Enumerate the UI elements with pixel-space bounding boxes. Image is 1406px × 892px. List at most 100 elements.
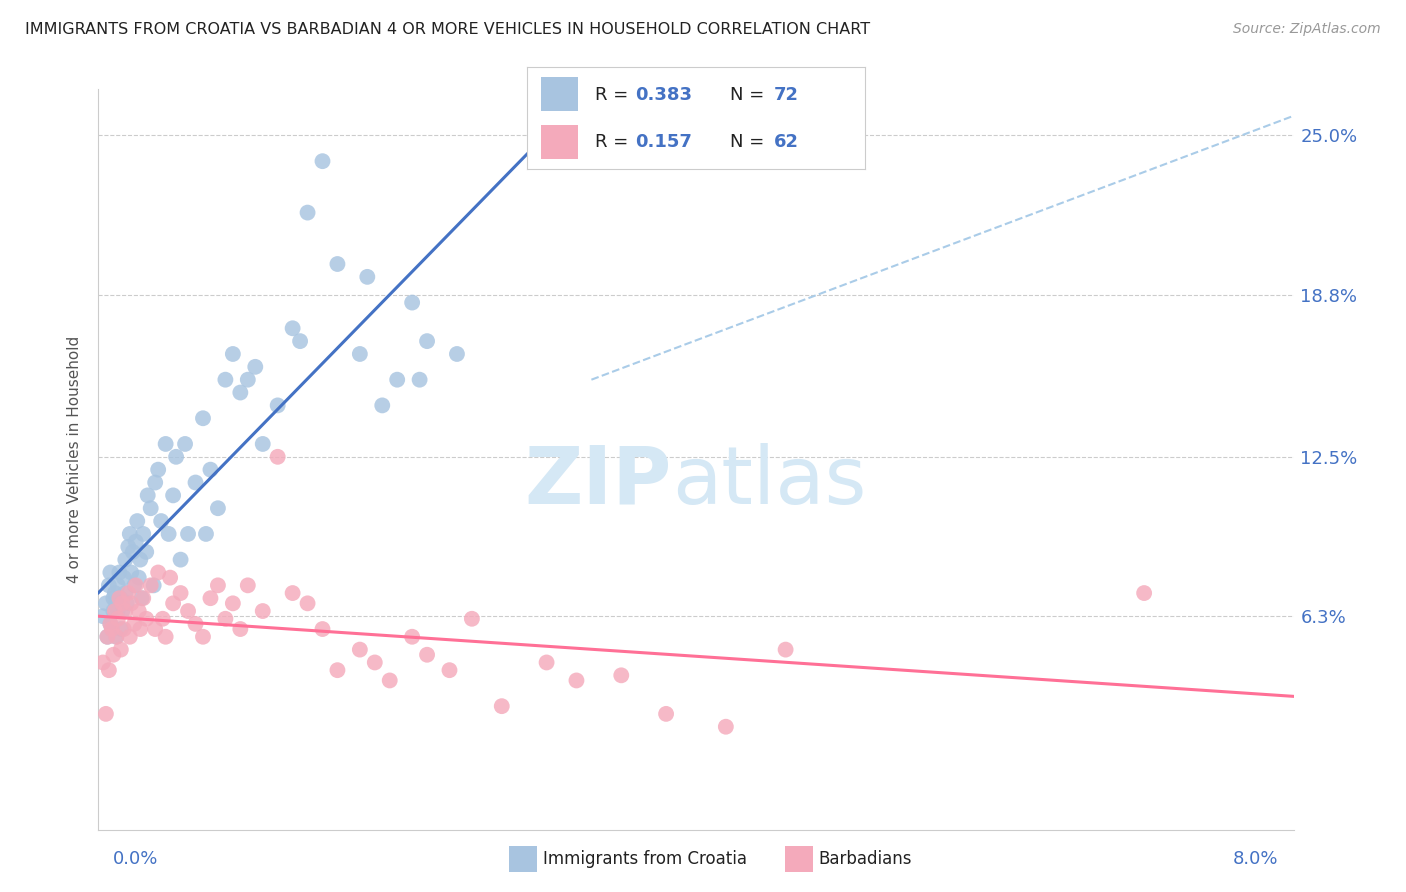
Point (536, 656, 558, 670)
Point (132, 591, 155, 606)
Point (236, 373, 259, 387)
Point (135, 545, 157, 559)
Point (132, 527, 155, 541)
Point (150, 514, 173, 528)
Point (114, 552, 136, 566)
Point (159, 571, 181, 585)
Point (112, 571, 135, 585)
Point (97, 663, 120, 677)
Point (162, 488, 184, 502)
Point (131, 591, 153, 606)
Point (297, 596, 319, 610)
Point (105, 596, 128, 610)
Text: N =: N = (730, 133, 769, 151)
Text: 62: 62 (773, 133, 799, 151)
Point (655, 706, 678, 721)
Point (110, 622, 132, 636)
Point (108, 591, 131, 606)
Point (107, 612, 129, 626)
Point (104, 586, 127, 600)
Point (155, 630, 177, 644)
Point (114, 604, 136, 618)
Point (356, 269, 378, 284)
Point (98, 616, 122, 631)
Point (267, 398, 290, 412)
Point (297, 205, 319, 219)
Point (191, 630, 214, 644)
Point (446, 347, 468, 361)
Point (200, 463, 222, 477)
Point (105, 630, 128, 644)
Point (120, 596, 142, 610)
Text: atlas: atlas (672, 442, 866, 521)
Point (281, 321, 304, 335)
Point (349, 347, 371, 361)
Point (125, 578, 148, 592)
Point (207, 501, 229, 516)
Point (117, 540, 139, 554)
Point (101, 622, 124, 636)
Point (139, 578, 162, 592)
Point (288, 334, 311, 348)
Point (408, 373, 430, 387)
Point (214, 373, 236, 387)
Point (112, 622, 135, 636)
Point (124, 616, 146, 631)
Point (110, 642, 132, 657)
Point (111, 604, 134, 618)
Point (610, 668, 633, 682)
Text: 8.0%: 8.0% (1233, 850, 1278, 868)
Point (128, 571, 150, 585)
Point (174, 437, 197, 451)
Point (114, 586, 136, 600)
Point (326, 257, 349, 271)
Text: 0.0%: 0.0% (114, 850, 159, 868)
Point (94, 706, 117, 721)
Point (104, 604, 127, 618)
Point (91, 609, 114, 624)
Point (96, 630, 118, 644)
Point (97, 578, 120, 592)
Point (222, 347, 245, 361)
Point (1133, 586, 1156, 600)
Point (184, 616, 207, 631)
Point (267, 450, 290, 464)
Point (439, 663, 461, 677)
Text: 0.383: 0.383 (636, 86, 692, 103)
Point (148, 566, 170, 580)
Text: 0.157: 0.157 (636, 133, 692, 151)
Point (111, 596, 134, 610)
Point (108, 566, 131, 580)
Point (105, 630, 128, 644)
Point (110, 591, 132, 606)
Point (124, 578, 146, 592)
Point (155, 437, 177, 451)
Point (191, 411, 214, 425)
Text: Source: ZipAtlas.com: Source: ZipAtlas.com (1233, 22, 1381, 37)
Point (143, 622, 166, 636)
Point (775, 642, 797, 657)
Text: R =: R = (595, 86, 634, 103)
Point (128, 604, 150, 618)
Text: Immigrants from Croatia: Immigrants from Croatia (543, 850, 747, 868)
Point (461, 612, 484, 626)
Point (252, 437, 274, 451)
Text: Barbadians: Barbadians (818, 850, 912, 868)
Point (311, 154, 333, 169)
Point (714, 720, 737, 734)
Point (169, 586, 191, 600)
Point (139, 501, 162, 516)
Point (184, 475, 207, 490)
Point (416, 334, 439, 348)
Point (98, 616, 122, 631)
Point (101, 622, 124, 636)
Point (94, 596, 117, 610)
Point (125, 534, 148, 549)
Point (565, 673, 588, 688)
Point (142, 578, 165, 592)
Point (117, 586, 139, 600)
Text: ZIP: ZIP (524, 442, 672, 521)
Point (115, 596, 138, 610)
Point (214, 612, 236, 626)
Text: R =: R = (595, 133, 634, 151)
